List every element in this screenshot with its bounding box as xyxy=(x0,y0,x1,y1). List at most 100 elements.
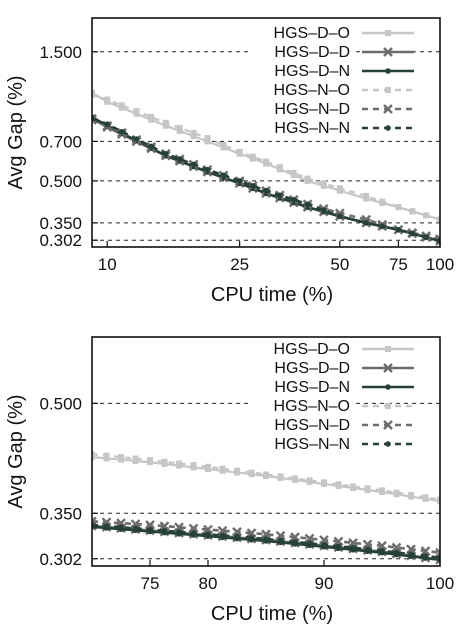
data-point xyxy=(119,128,125,135)
data-point xyxy=(379,198,386,205)
data-point xyxy=(246,528,257,538)
legend-entry: HGS–D–O xyxy=(252,340,414,358)
y-tick-label: 0.350 xyxy=(39,214,82,233)
plot-frame xyxy=(91,336,441,567)
data-point xyxy=(249,153,256,160)
series-4 xyxy=(92,451,440,503)
data-point xyxy=(306,477,313,484)
legend-entry: HGS–D–O xyxy=(252,24,414,42)
x-tick-label: 100 xyxy=(426,255,454,274)
data-point xyxy=(377,540,387,551)
x-tick-label: 80 xyxy=(199,574,218,593)
data-point xyxy=(232,527,242,537)
x-tick-label: 100 xyxy=(426,574,454,593)
data-point xyxy=(406,544,416,555)
legend-entry: HGS–N–N xyxy=(252,119,414,137)
data-point xyxy=(364,485,371,492)
data-point xyxy=(422,553,429,559)
data-point xyxy=(321,479,327,486)
data-point xyxy=(304,201,311,208)
x-axis-label: CPU time (%) xyxy=(211,603,333,625)
data-point xyxy=(290,169,297,176)
x-tick-label: 90 xyxy=(315,574,334,593)
data-point xyxy=(130,519,141,529)
legend-entry: HGS–D–D xyxy=(252,359,414,377)
y-tick-label: 0.500 xyxy=(39,172,82,191)
data-point xyxy=(133,108,140,115)
y-tick-label: 0.302 xyxy=(39,231,82,250)
data-point xyxy=(335,481,342,488)
series-1 xyxy=(92,454,440,505)
series-5 xyxy=(92,516,440,558)
series-line xyxy=(92,118,440,241)
data-point xyxy=(263,158,269,165)
legend-entry: HGS–N–D xyxy=(252,100,414,118)
data-point xyxy=(205,531,211,538)
data-point xyxy=(133,136,140,142)
data-point xyxy=(420,546,431,556)
legend-entry: HGS–D–D xyxy=(252,43,414,61)
data-point xyxy=(147,526,153,533)
legend: HGS–D–O HGS–D–D HGS–D–N HGS–N–O HGS–N–D HGS–N… xyxy=(252,24,414,137)
data-point xyxy=(132,455,139,462)
data-point xyxy=(385,68,391,74)
data-point xyxy=(162,119,169,126)
legend-label: HGS–N–O xyxy=(274,82,350,99)
data-point xyxy=(383,104,393,114)
series-line xyxy=(92,455,440,503)
legend-label: HGS–D–D xyxy=(274,360,350,377)
legend: HGS–D–O HGS–D–D HGS–D–N HGS–N–O HGS–N–D HGS–N… xyxy=(252,340,414,453)
legend-label: HGS–D–O xyxy=(274,25,350,42)
y-axis-label: Avg Gap (%) xyxy=(5,75,27,189)
data-point xyxy=(306,540,313,547)
data-point xyxy=(176,156,183,162)
data-point xyxy=(423,234,429,241)
data-point xyxy=(190,462,197,469)
x-tick-label: 75 xyxy=(389,255,408,274)
data-point xyxy=(161,527,168,534)
data-point xyxy=(176,127,183,134)
series-3 xyxy=(92,523,440,563)
data-point xyxy=(234,467,240,474)
data-point xyxy=(276,164,283,171)
data-point xyxy=(234,533,240,540)
data-point xyxy=(248,535,255,541)
data-point xyxy=(275,530,286,541)
data-point xyxy=(320,207,327,214)
data-point xyxy=(304,533,315,544)
data-point xyxy=(250,183,256,189)
data-point xyxy=(204,135,211,142)
data-point xyxy=(363,220,369,226)
y-tick-label: 0.700 xyxy=(39,132,82,151)
data-point xyxy=(336,185,343,192)
data-point xyxy=(145,520,155,530)
data-point xyxy=(163,150,169,157)
data-point xyxy=(220,141,227,148)
data-point xyxy=(236,148,243,155)
data-point xyxy=(350,544,356,551)
legend-label: HGS–N–O xyxy=(274,398,350,415)
data-point xyxy=(337,213,343,220)
data-point xyxy=(176,460,182,467)
legend-entry: HGS–D–N xyxy=(252,378,414,396)
data-point xyxy=(393,549,400,556)
data-point xyxy=(437,216,440,223)
legend-label: HGS–D–N xyxy=(274,63,350,80)
data-point xyxy=(423,212,430,219)
data-point xyxy=(290,196,297,203)
data-point xyxy=(362,539,373,550)
series-6 xyxy=(92,522,440,561)
data-point xyxy=(147,457,153,464)
legend-entry: HGS–N–N xyxy=(252,435,414,453)
x-tick-label: 25 xyxy=(230,255,249,274)
data-point xyxy=(203,524,213,535)
data-point xyxy=(364,546,371,553)
data-point xyxy=(188,523,199,534)
data-point xyxy=(409,208,416,215)
legend-label: HGS–D–O xyxy=(274,341,350,358)
x-tick-label: 10 xyxy=(98,255,117,274)
data-point xyxy=(385,30,391,36)
data-point xyxy=(385,441,391,447)
